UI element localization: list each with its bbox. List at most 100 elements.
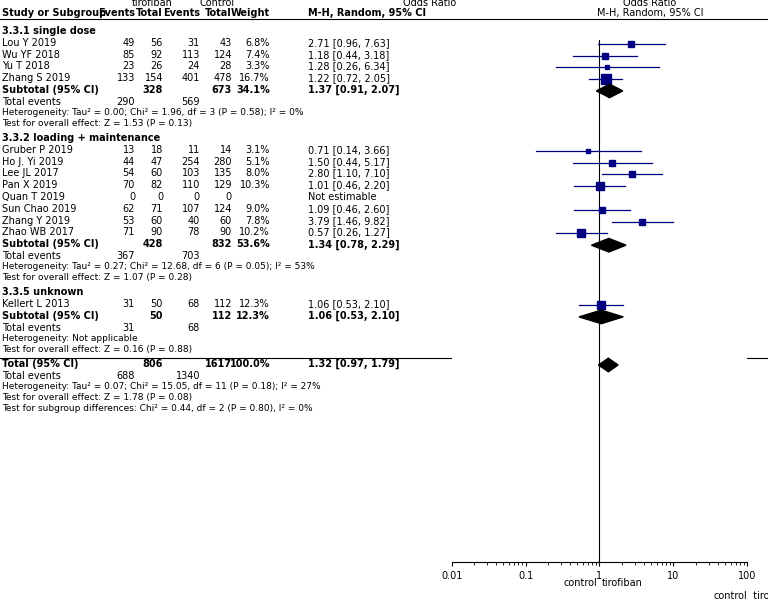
Text: 18: 18 [151,145,163,155]
Text: Total: Total [205,8,232,18]
Text: Total events: Total events [2,251,61,261]
Text: 70: 70 [123,181,135,190]
Text: 0: 0 [157,192,163,202]
Text: Heterogeneity: Tau² = 0.27; Chi² = 12.68, df = 6 (P = 0.05); I² = 53%: Heterogeneity: Tau² = 0.27; Chi² = 12.68… [2,262,315,271]
Text: 367: 367 [117,251,135,261]
Text: Zhang S 2019: Zhang S 2019 [2,73,70,83]
Text: 50: 50 [150,311,163,321]
Text: M-H, Random, 95% CI: M-H, Random, 95% CI [308,8,426,18]
Text: 68: 68 [187,299,200,309]
Text: 1.09 [0.46, 2.60]: 1.09 [0.46, 2.60] [308,204,389,214]
Text: 0: 0 [226,192,232,202]
Text: 806: 806 [143,359,163,369]
Text: 10.3%: 10.3% [240,181,270,190]
Text: 10.2%: 10.2% [240,227,270,238]
Text: Lou Y 2019: Lou Y 2019 [2,38,56,48]
Text: 7.4%: 7.4% [246,50,270,60]
Text: 401: 401 [181,73,200,83]
Text: Total events: Total events [2,371,61,381]
Text: 1.37 [0.91, 2.07]: 1.37 [0.91, 2.07] [308,85,399,95]
Text: Events: Events [98,8,135,18]
Text: Yu T 2018: Yu T 2018 [2,61,50,71]
Text: 40: 40 [187,216,200,226]
Text: 11: 11 [187,145,200,155]
Text: 0.57 [0.26, 1.27]: 0.57 [0.26, 1.27] [308,227,390,238]
Text: 0: 0 [129,192,135,202]
Text: 1.28 [0.26, 6.34]: 1.28 [0.26, 6.34] [308,61,389,71]
Text: 23: 23 [123,61,135,71]
Text: 428: 428 [143,240,163,249]
Text: 92: 92 [151,50,163,60]
Text: 124: 124 [214,50,232,60]
Text: 478: 478 [214,73,232,83]
Text: tirofiban: tirofiban [747,591,768,601]
Text: Ho J. Yi 2019: Ho J. Yi 2019 [2,157,64,167]
Text: 1.01 [0.46, 2.20]: 1.01 [0.46, 2.20] [308,181,389,190]
Text: 31: 31 [123,323,135,333]
Text: 1.50 [0.44, 5.17]: 1.50 [0.44, 5.17] [308,157,389,167]
Text: 154: 154 [144,73,163,83]
Text: Zhao WB 2017: Zhao WB 2017 [2,227,74,238]
Text: Test for overall effect: Z = 1.78 (P = 0.08): Test for overall effect: Z = 1.78 (P = 0… [2,393,192,402]
Text: Total events: Total events [2,323,61,333]
Polygon shape [598,358,618,372]
Text: Odds Ratio: Odds Ratio [624,0,677,8]
Text: 5.1%: 5.1% [246,157,270,167]
Text: tirofiban: tirofiban [601,578,642,588]
Text: Heterogeneity: Not applicable: Heterogeneity: Not applicable [2,334,137,343]
Text: Pan X 2019: Pan X 2019 [2,181,58,190]
Text: Test for overall effect: Z = 1.07 (P = 0.28): Test for overall effect: Z = 1.07 (P = 0… [2,273,192,282]
Text: 60: 60 [151,168,163,179]
Text: Study or Subgroup: Study or Subgroup [2,8,106,18]
Text: Subtotal (95% CI): Subtotal (95% CI) [2,240,99,249]
Text: 1.06 [0.53, 2.10]: 1.06 [0.53, 2.10] [308,299,389,309]
Text: 110: 110 [181,181,200,190]
Text: 90: 90 [220,227,232,238]
Text: 1.22 [0.72, 2.05]: 1.22 [0.72, 2.05] [308,73,390,83]
Text: Heterogeneity: Tau² = 0.00; Chi² = 1.96, df = 3 (P = 0.58); I² = 0%: Heterogeneity: Tau² = 0.00; Chi² = 1.96,… [2,108,303,117]
Text: 2.80 [1.10, 7.10]: 2.80 [1.10, 7.10] [308,168,389,179]
Text: Not estimable: Not estimable [308,192,376,202]
Text: tirofiban: tirofiban [131,0,173,8]
Text: 3.3.5 unknown: 3.3.5 unknown [2,288,84,297]
Text: 832: 832 [212,240,232,249]
Text: 113: 113 [181,50,200,60]
Text: 60: 60 [220,216,232,226]
Text: 107: 107 [181,204,200,214]
Text: 54: 54 [123,168,135,179]
Text: 133: 133 [117,73,135,83]
Text: 100.0%: 100.0% [230,359,270,369]
Text: 129: 129 [214,181,232,190]
Text: 1617: 1617 [205,359,232,369]
Text: 50: 50 [151,299,163,309]
Text: Test for overall effect: Z = 0.16 (P = 0.88): Test for overall effect: Z = 0.16 (P = 0… [2,345,192,354]
Text: 1340: 1340 [176,371,200,381]
Text: Subtotal (95% CI): Subtotal (95% CI) [2,85,99,95]
Text: 3.79 [1.46, 9.82]: 3.79 [1.46, 9.82] [308,216,389,226]
Text: 0.71 [0.14, 3.66]: 0.71 [0.14, 3.66] [308,145,389,155]
Text: 103: 103 [181,168,200,179]
Text: 12.3%: 12.3% [237,311,270,321]
Text: M-H, Random, 95% CI: M-H, Random, 95% CI [597,8,703,18]
Text: 47: 47 [151,157,163,167]
Text: 1.34 [0.78, 2.29]: 1.34 [0.78, 2.29] [308,240,399,249]
Text: 7.8%: 7.8% [246,216,270,226]
Text: Test for overall effect: Z = 1.53 (P = 0.13): Test for overall effect: Z = 1.53 (P = 0… [2,119,192,128]
Text: Total: Total [136,8,163,18]
Text: 328: 328 [143,85,163,95]
Text: 254: 254 [181,157,200,167]
Text: Gruber P 2019: Gruber P 2019 [2,145,73,155]
Text: 13: 13 [123,145,135,155]
Text: Total (95% CI): Total (95% CI) [2,359,78,369]
Text: 56: 56 [151,38,163,48]
Text: Sun Chao 2019: Sun Chao 2019 [2,204,76,214]
Text: 290: 290 [117,97,135,107]
Text: 280: 280 [214,157,232,167]
Text: Test for subgroup differences: Chi² = 0.44, df = 2 (P = 0.80), I² = 0%: Test for subgroup differences: Chi² = 0.… [2,404,313,413]
Text: 6.8%: 6.8% [246,38,270,48]
Text: 3.3.1 single dose: 3.3.1 single dose [2,26,96,36]
Text: 44: 44 [123,157,135,167]
Text: 43: 43 [220,38,232,48]
Text: 112: 112 [212,311,232,321]
Text: Odds Ratio: Odds Ratio [403,0,457,8]
